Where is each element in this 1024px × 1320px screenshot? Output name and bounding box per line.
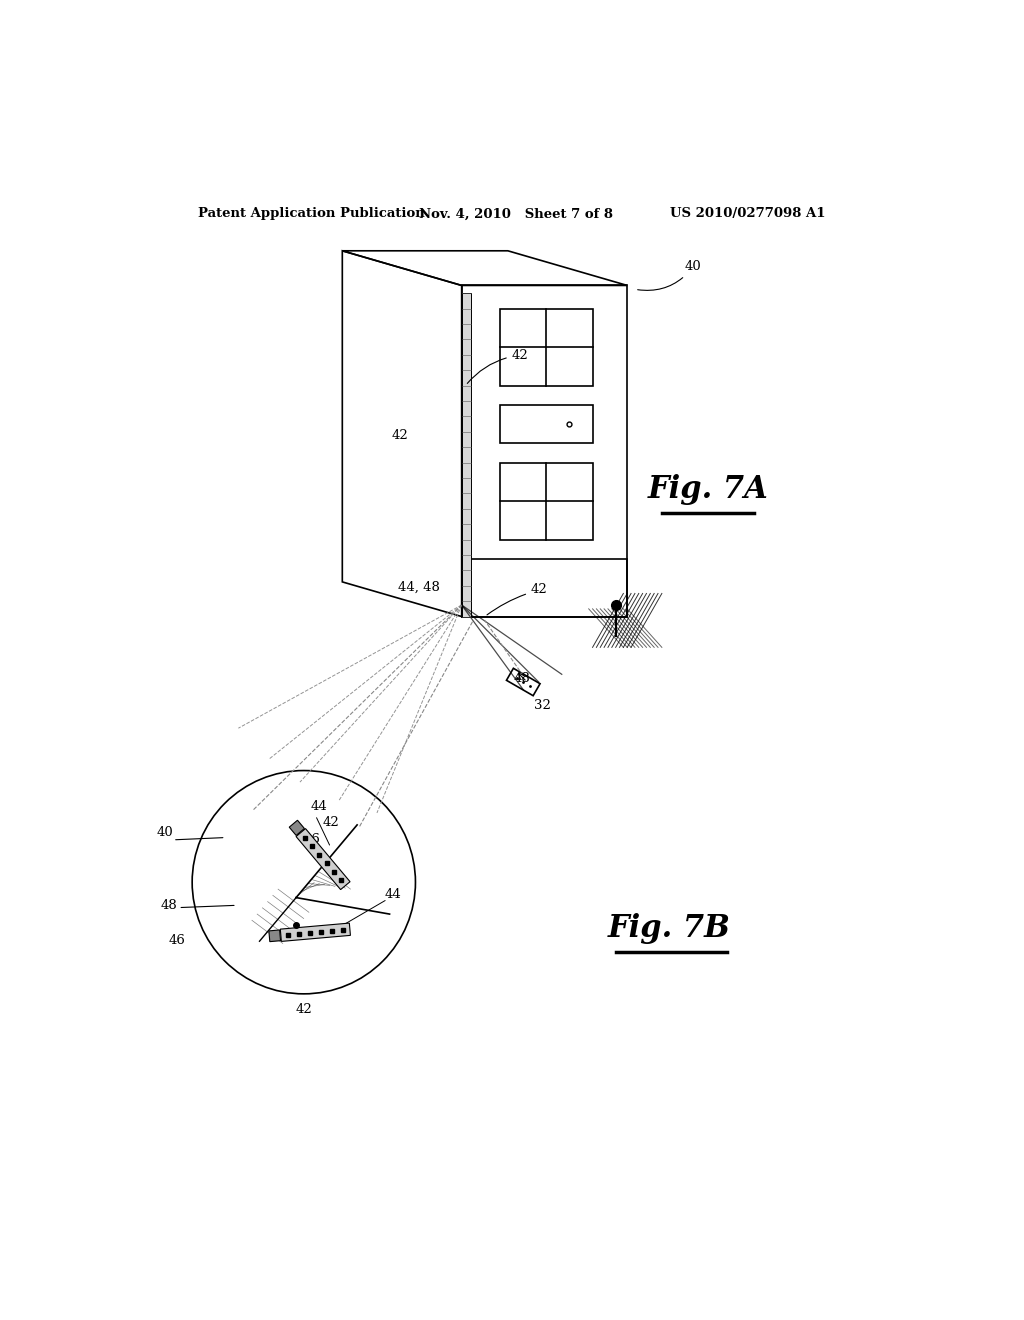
Text: US 2010/0277098 A1: US 2010/0277098 A1 (670, 207, 825, 220)
Text: 42: 42 (392, 429, 409, 442)
Text: 44: 44 (385, 887, 401, 900)
Bar (500, 309, 593, 385)
Text: 46: 46 (303, 833, 319, 846)
Bar (500, 462, 593, 540)
Text: 42: 42 (467, 348, 528, 383)
Bar (500, 405, 593, 444)
Bar (462, 558, 628, 616)
Text: 40: 40 (157, 826, 174, 840)
Text: 44: 44 (311, 800, 328, 813)
Polygon shape (462, 293, 471, 616)
Polygon shape (296, 829, 350, 890)
Text: 32: 32 (535, 700, 551, 711)
Text: 40: 40 (638, 260, 701, 290)
Text: Patent Application Publication: Patent Application Publication (199, 207, 425, 220)
Text: 48: 48 (161, 899, 177, 912)
Text: 46: 46 (168, 933, 185, 946)
Polygon shape (281, 923, 350, 941)
Text: Fig. 7B: Fig. 7B (608, 913, 731, 944)
Text: Nov. 4, 2010   Sheet 7 of 8: Nov. 4, 2010 Sheet 7 of 8 (419, 207, 613, 220)
Text: 48: 48 (513, 672, 530, 685)
Polygon shape (289, 820, 304, 836)
Polygon shape (269, 931, 281, 941)
Text: 42: 42 (296, 1003, 312, 1016)
Text: Fig. 7A: Fig. 7A (648, 474, 768, 506)
Text: 44, 48: 44, 48 (398, 581, 440, 594)
Text: 42: 42 (487, 583, 548, 615)
Text: 42: 42 (323, 816, 339, 829)
